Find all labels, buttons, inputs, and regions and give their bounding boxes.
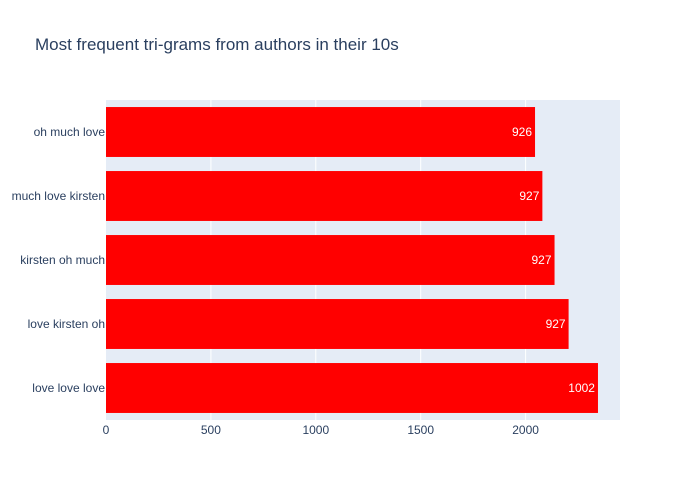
x-tick-label: 2000 xyxy=(512,423,539,437)
bar xyxy=(106,107,536,157)
y-axis-labels: love love love love kirsten oh kirsten oh … xyxy=(12,125,106,395)
bar-value-label: 927 xyxy=(519,189,539,203)
x-tick-label: 1500 xyxy=(407,423,434,437)
x-axis-labels: 0 500 1000 1500 2000 xyxy=(103,423,540,437)
bar xyxy=(106,363,598,413)
x-tick-label: 0 xyxy=(103,423,110,437)
bar xyxy=(106,171,543,221)
bar xyxy=(106,299,569,349)
x-tick-label: 1000 xyxy=(302,423,329,437)
bar-value-label: 927 xyxy=(546,317,566,331)
bar-value-label: 926 xyxy=(512,125,532,139)
bar-value-label: 1002 xyxy=(568,381,595,395)
y-tick-label: kirsten oh much xyxy=(20,253,105,267)
bars: 1002 927 927 927 926 xyxy=(106,107,598,413)
bar-value-label: 927 xyxy=(532,253,552,267)
y-tick-label: love love love xyxy=(32,381,105,395)
bar xyxy=(106,235,555,285)
y-tick-label: oh much love xyxy=(34,125,106,139)
x-tick-label: 500 xyxy=(201,423,221,437)
y-tick-label: love kirsten oh xyxy=(28,317,105,331)
y-tick-label: much love kirsten xyxy=(12,189,105,203)
chart-title: Most frequent tri-grams from authors in … xyxy=(35,35,399,54)
